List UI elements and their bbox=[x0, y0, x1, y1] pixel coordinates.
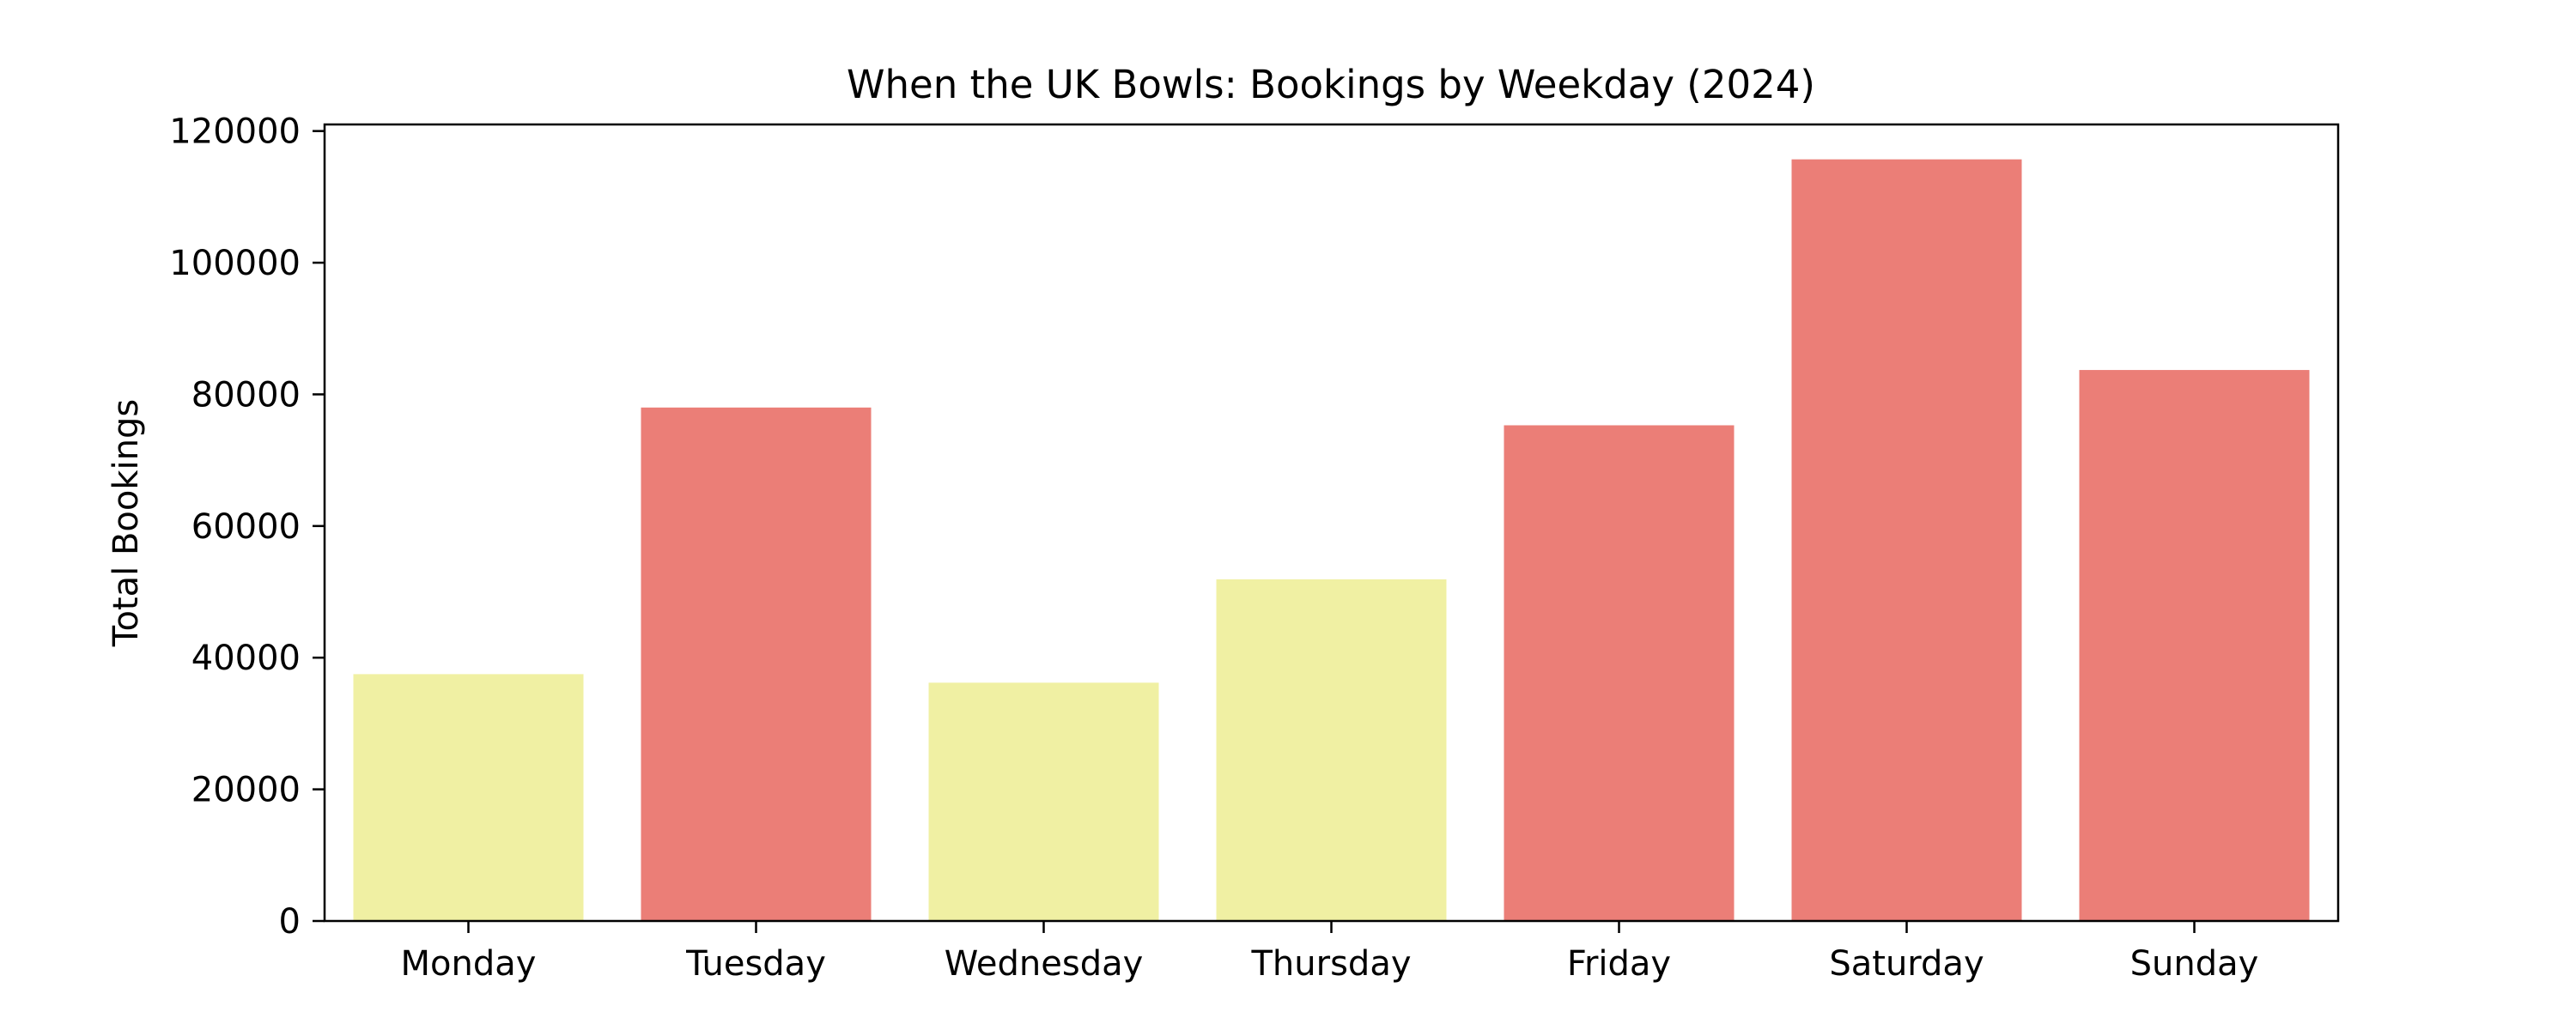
bars-layer bbox=[353, 159, 2310, 921]
x-tick-label: Monday bbox=[401, 944, 537, 984]
x-tick-label: Sunday bbox=[2130, 944, 2259, 984]
chart-title: When the UK Bowls: Bookings by Weekday (… bbox=[847, 62, 1815, 107]
y-tick-label: 60000 bbox=[191, 507, 301, 547]
bar-tuesday bbox=[641, 407, 872, 921]
bar-monday bbox=[353, 674, 584, 921]
bar-saturday bbox=[1791, 159, 2022, 921]
x-tick-label: Tuesday bbox=[685, 944, 826, 984]
y-tick-label: 100000 bbox=[169, 244, 301, 283]
y-tick-label: 0 bbox=[279, 902, 301, 942]
x-tick-label: Thursday bbox=[1251, 944, 1412, 984]
x-tick-label: Friday bbox=[1567, 944, 1671, 984]
plot-frame bbox=[323, 123, 2340, 923]
bar-sunday bbox=[2079, 370, 2310, 921]
x-tick-label: Saturday bbox=[1829, 944, 1984, 984]
y-tick-label: 80000 bbox=[191, 375, 301, 415]
y-tick-label: 40000 bbox=[191, 639, 301, 678]
bar-thursday bbox=[1216, 579, 1447, 921]
y-tick-label: 20000 bbox=[191, 771, 301, 810]
x-axis: Monday Tuesday Wednesday Thursday Friday Satu… bbox=[401, 921, 2259, 984]
bar-wednesday bbox=[928, 682, 1159, 921]
y-tick-label: 120000 bbox=[169, 112, 301, 152]
bar-friday bbox=[1504, 425, 1735, 921]
x-tick-label: Wednesday bbox=[945, 944, 1144, 984]
y-axis-label: Total Bookings bbox=[106, 399, 146, 647]
y-axis: 0 20000 40000 60000 80000 100000 120000 bbox=[169, 112, 325, 942]
